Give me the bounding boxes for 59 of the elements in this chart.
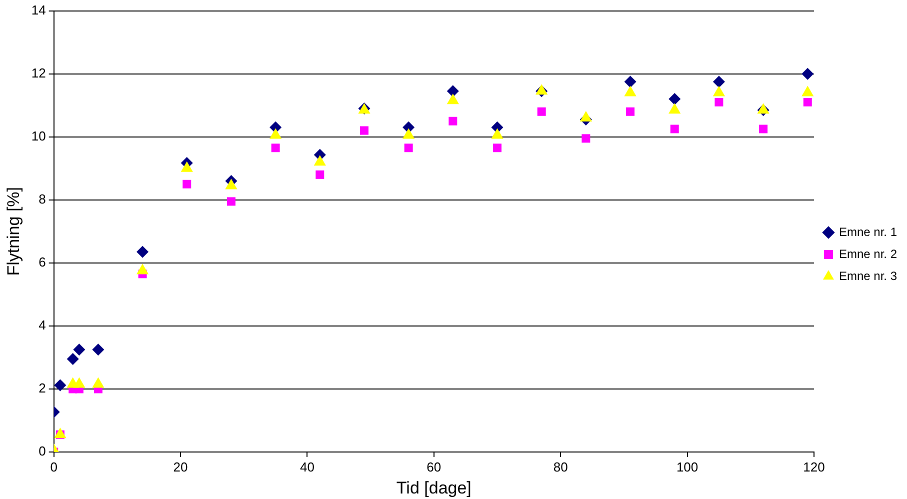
y-tick-label: 4 [38,318,46,333]
x-axis-title: Tid [dage] [396,478,472,498]
y-tick-label: 0 [38,444,46,459]
point [92,344,104,356]
point [269,128,282,139]
point [802,86,814,96]
x-tick-label: 20 [173,459,188,474]
x-tick-label: 100 [676,459,698,474]
point [626,107,635,116]
point [712,86,726,96]
point [624,76,636,88]
y-tick-label: 14 [31,2,46,18]
point [404,144,413,152]
point [225,178,238,190]
point [802,68,814,80]
point [759,124,768,134]
point [316,170,324,179]
x-tick-label: 60 [426,459,442,474]
y-tick-label: 8 [38,191,46,206]
x-tick-label: 0 [50,459,58,474]
point [624,86,636,96]
point [182,180,192,188]
point [493,144,502,152]
point [402,128,415,139]
point [446,94,459,104]
point [360,126,368,135]
y-axis-title: Flytning [%] [4,186,23,276]
point [446,85,459,98]
point [136,246,149,258]
y-tick-label: 12 [31,65,46,80]
point [670,124,679,134]
y-tick-label: 6 [38,254,46,270]
point [448,116,458,126]
x-tick-label: 40 [300,459,314,474]
point [226,197,236,206]
point [536,84,548,95]
x-tick-label: 120 [803,459,825,474]
point [180,161,193,172]
y-tick-label: 10 [31,128,46,144]
point [803,98,812,106]
point [314,155,326,166]
point [537,107,546,116]
point [580,110,592,122]
point [668,93,681,106]
legend-label: Emne nr. 1 [838,224,898,239]
point [271,144,280,152]
x-tick-label: 80 [553,459,568,474]
legend-label: Emne nr. 2 [838,246,898,261]
point [714,98,724,106]
legend-label: Emne nr. 3 [838,268,898,283]
point [582,134,590,143]
point [73,344,86,356]
point [491,128,504,139]
point [668,103,681,114]
y-tick-label: 2 [38,380,46,396]
point [757,103,770,114]
point [66,353,79,366]
point [712,76,725,88]
point [54,379,66,392]
